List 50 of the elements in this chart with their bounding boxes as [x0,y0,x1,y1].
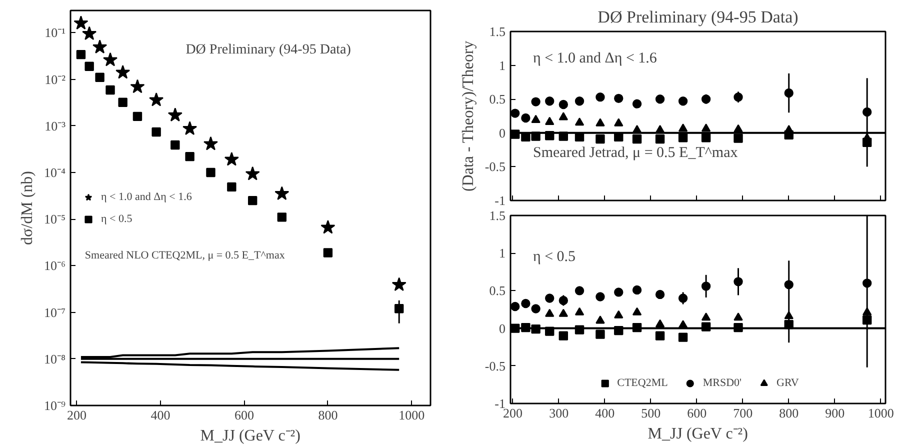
annotation: DØ Preliminary (94-95 Data) [186,42,352,58]
y-tick-label: 0.5 [489,283,506,298]
x-tick-label: 800 [318,408,338,422]
annotation: η < 0.5 [533,248,576,265]
y-tick-label: 0.5 [489,92,506,107]
x-tick-label: 600 [687,406,707,420]
annotation: η < 1.0 and Δη < 1.6 [533,50,658,67]
x-tick-label: 400 [150,408,170,422]
x-tick-label: 300 [549,406,569,420]
chart-title: DØ Preliminary (94-95 Data) [598,8,798,26]
annotation: Smeared NLO CTEQ2ML, μ = 0.5 E_T^max [84,249,286,262]
y-axis-title: dσ/dM (nb) [18,171,36,245]
y-tick-label: 10⁻¹ [44,25,66,40]
legend-label: MRSD0' [702,377,742,389]
x-tick-label: 400 [595,406,615,420]
x-axis-title: M_JJ (GeV c⁻²) [648,426,748,442]
y-tick-label: 10⁻⁸ [44,351,66,366]
x-tick-label: 700 [733,406,753,420]
y-tick-label: 1 [499,58,506,73]
legend-label: η < 0.5 [101,212,132,224]
y-axis-title: (Data - Theory)/Theory [460,40,477,192]
y-tick-label: -0.5 [484,358,506,374]
y-tick-label: 10⁻⁵ [44,212,66,227]
x-tick-label: 800 [779,406,799,420]
y-tick-label: 0 [499,320,506,336]
y-tick-label: -1 [494,396,506,411]
x-tick-label: 500 [641,406,661,420]
y-tick-label: 1.5 [489,24,506,39]
y-tick-label: 10⁻⁴ [44,165,66,180]
x-tick-label: 600 [234,408,254,422]
y-tick-label: -1 [494,193,506,208]
x-tick-label: 1000 [398,408,425,422]
x-axis-title: M_JJ (GeV c⁻²) [200,428,300,444]
y-tick-label: 10⁻⁶ [44,258,66,274]
y-tick-label: 0 [499,125,506,140]
legend-label: η < 1.0 and Δη < 1.6 [101,190,192,202]
x-tick-label: 900 [825,406,845,420]
y-tick-label: -0.5 [484,159,506,174]
y-tick-label: 10⁻² [44,72,66,87]
x-tick-label: 200 [67,408,87,422]
x-tick-label: 200 [503,406,523,420]
y-tick-label: 1.5 [489,208,506,223]
legend-label: GRV [776,377,799,389]
y-tick-label: 10⁻⁷ [44,304,66,320]
legend-label: CTEQ2ML [617,377,668,389]
y-tick-label: 10⁻³ [44,118,66,134]
annotation: Smeared Jetrad, μ = 0.5 E_T^max [533,145,738,162]
x-tick-label: 1000 [868,406,894,420]
y-tick-label: 1 [499,246,506,261]
y-tick-label: 10⁻⁹ [44,398,66,413]
